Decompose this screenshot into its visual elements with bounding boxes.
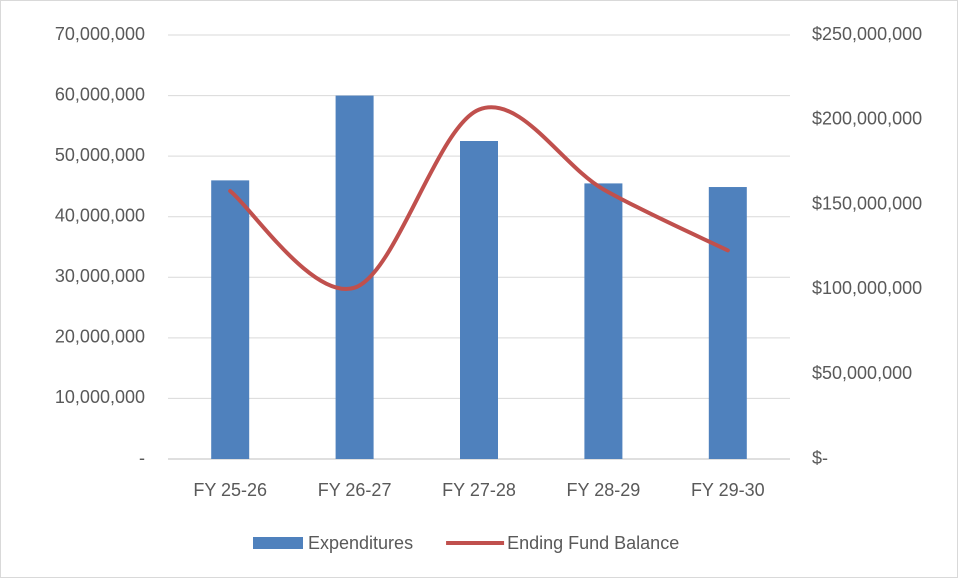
bar	[460, 141, 498, 459]
y-tick-label: 60,000,000	[55, 84, 145, 104]
y-tick-label: 20,000,000	[55, 327, 145, 347]
line	[228, 105, 730, 292]
y-tick-label: 70,000,000	[55, 24, 145, 44]
y-tick-label: -	[139, 448, 145, 468]
y2-tick-label: $150,000,000	[812, 193, 922, 213]
bar	[708, 187, 747, 459]
x-tick-label: FY 25-26	[193, 480, 267, 500]
y-tick-label: 10,000,000	[55, 387, 145, 407]
bar	[211, 180, 250, 459]
y-tick-label: 30,000,000	[55, 266, 145, 286]
y-tick-label: 40,000,000	[55, 205, 145, 225]
y2-tick-label: $100,000,000	[812, 278, 922, 298]
y-tick-label: 50,000,000	[55, 145, 145, 165]
legend-label: Ending Fund Balance	[507, 533, 679, 553]
y2-tick-label: $200,000,000	[812, 109, 922, 129]
y2-tick-label: $50,000,000	[812, 363, 912, 383]
x-tick-label: FY 26-27	[318, 480, 392, 500]
x-tick-label: FY 28-29	[567, 480, 641, 500]
x-tick-label: FY 27-28	[442, 480, 516, 500]
y2-tick-label: $250,000,000	[812, 24, 922, 44]
legend-swatch	[253, 537, 303, 549]
x-tick-label: FY 29-30	[691, 480, 765, 500]
legend-label: Expenditures	[308, 533, 413, 553]
bar	[584, 183, 623, 459]
y2-tick-label: $-	[812, 448, 828, 468]
